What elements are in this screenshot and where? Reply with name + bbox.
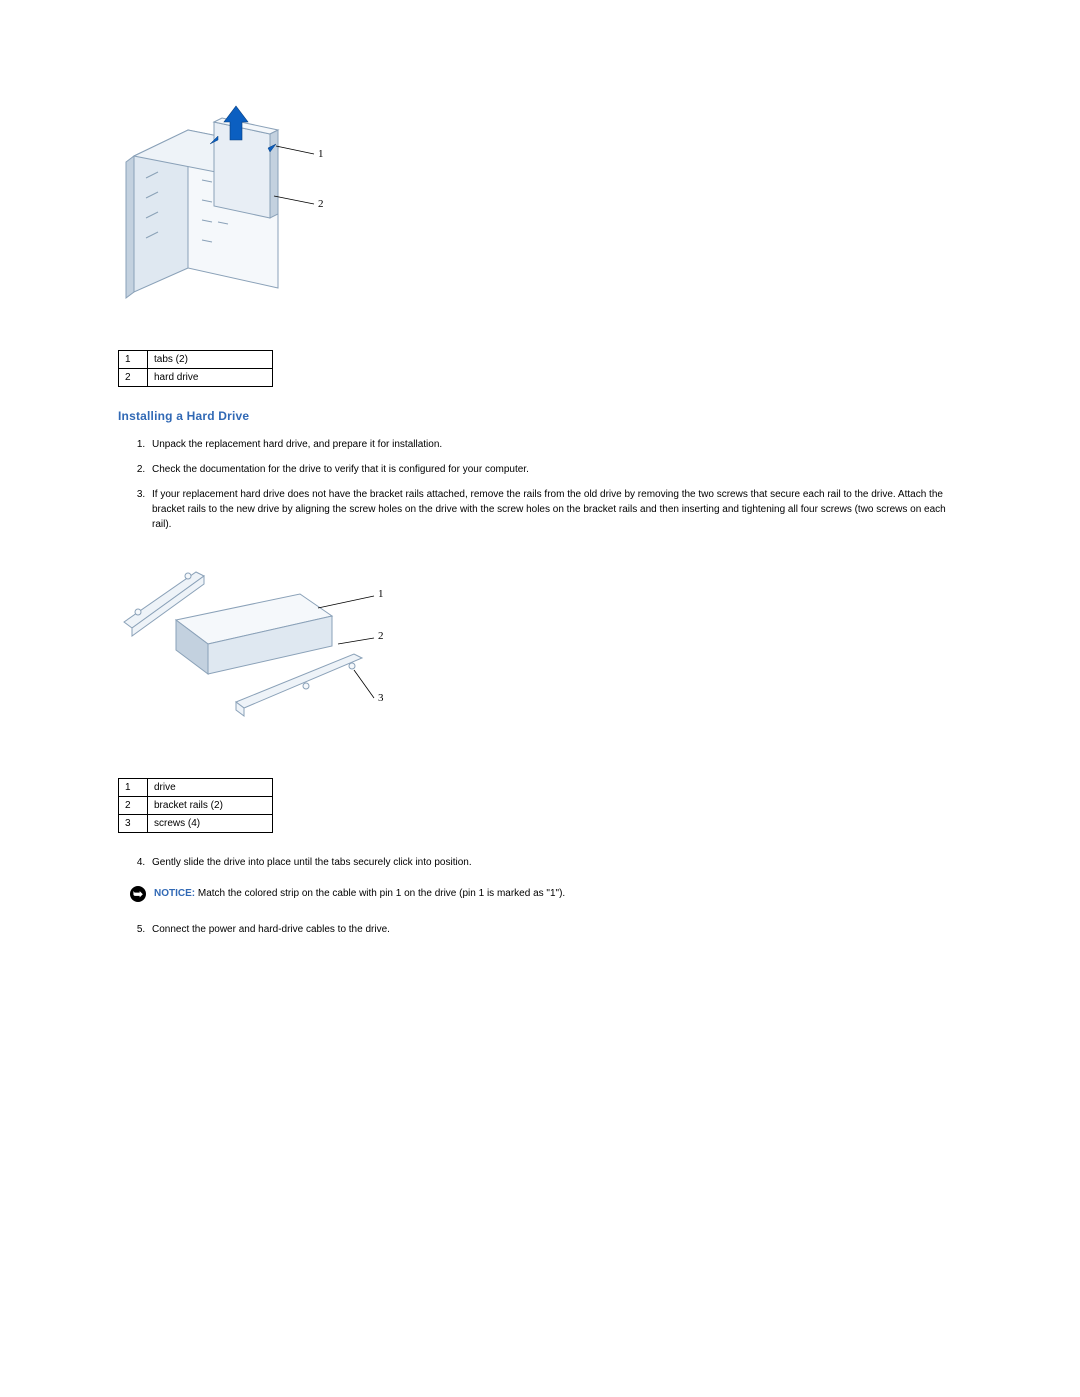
legend2-desc: screws (4) [148, 815, 273, 833]
legend-table-1: 1 tabs (2) 2 hard drive [118, 350, 273, 387]
table-row: 3 screws (4) [119, 815, 273, 833]
legend2-num: 3 [119, 815, 148, 833]
list-item: Check the documentation for the drive to… [148, 462, 962, 477]
install-steps-c: Connect the power and hard-drive cables … [148, 922, 962, 937]
section-heading: Installing a Hard Drive [118, 409, 962, 423]
legend1-desc: hard drive [148, 369, 273, 387]
legend1-num: 1 [119, 351, 148, 369]
legend2-num: 1 [119, 779, 148, 797]
figure2-label-2: 2 [378, 630, 384, 642]
figure2-label-1: 1 [378, 588, 384, 600]
notice-icon: ➥ [130, 886, 146, 902]
list-item: Unpack the replacement hard drive, and p… [148, 437, 962, 452]
legend2-desc: bracket rails (2) [148, 797, 273, 815]
figure1-label-2: 2 [318, 198, 324, 210]
bracket-rails-diagram [118, 558, 408, 738]
document-page: 1 2 1 tabs (2) 2 hard drive Installing a… [0, 0, 1080, 1397]
figure-bracket-rails: 1 2 3 [118, 558, 408, 738]
drive-removal-diagram [118, 100, 338, 310]
notice: ➥ NOTICE: Match the colored strip on the… [130, 886, 962, 902]
table-row: 2 bracket rails (2) [119, 797, 273, 815]
table-row: 2 hard drive [119, 369, 273, 387]
figure-remove-drive: 1 2 [118, 100, 338, 310]
list-item: If your replacement hard drive does not … [148, 487, 962, 532]
figure2-label-3: 3 [378, 692, 384, 704]
table-row: 1 tabs (2) [119, 351, 273, 369]
list-item: Connect the power and hard-drive cables … [148, 922, 962, 937]
notice-body: Match the colored strip on the cable wit… [195, 888, 565, 899]
legend-table-2: 1 drive 2 bracket rails (2) 3 screws (4) [118, 778, 273, 833]
legend2-num: 2 [119, 797, 148, 815]
legend1-num: 2 [119, 369, 148, 387]
figure1-label-1: 1 [318, 148, 324, 160]
notice-label: NOTICE: [154, 888, 195, 899]
legend1-desc: tabs (2) [148, 351, 273, 369]
install-steps-b: Gently slide the drive into place until … [148, 855, 962, 870]
notice-text: NOTICE: Match the colored strip on the c… [154, 886, 565, 901]
install-steps-a: Unpack the replacement hard drive, and p… [148, 437, 962, 532]
legend2-desc: drive [148, 779, 273, 797]
list-item: Gently slide the drive into place until … [148, 855, 962, 870]
table-row: 1 drive [119, 779, 273, 797]
